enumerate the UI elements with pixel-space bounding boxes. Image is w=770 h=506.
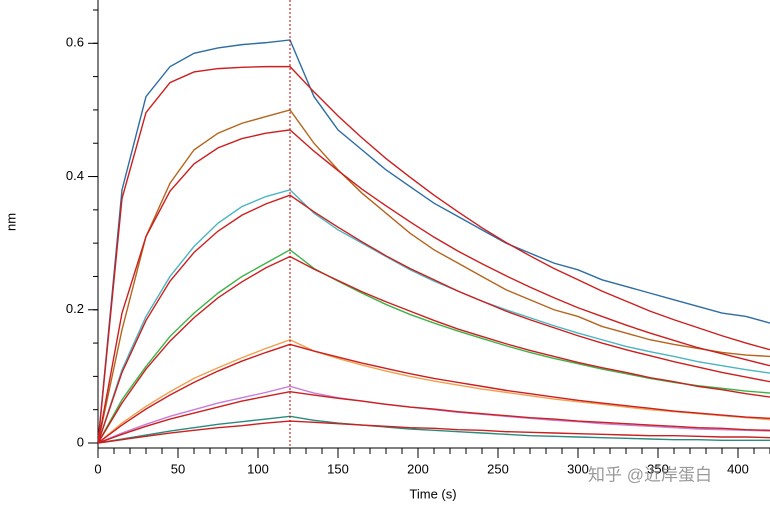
x-tick-label: 250 — [487, 461, 509, 476]
line — [98, 39, 770, 444]
line — [98, 343, 770, 444]
plot-area — [98, 39, 770, 444]
line — [98, 189, 770, 444]
line — [98, 338, 770, 444]
line — [98, 194, 770, 444]
line — [98, 129, 770, 444]
y-tick-label: 0 — [77, 434, 84, 449]
y-tick-label: 0.6 — [66, 35, 84, 50]
x-tick-label: 150 — [327, 461, 349, 476]
x-axis-label: Time (s) — [409, 486, 456, 501]
x-tick-label: 350 — [647, 461, 669, 476]
watermark: 知乎 @近岸蛋白 — [588, 465, 712, 484]
x-tick-label: 200 — [407, 461, 429, 476]
line — [98, 385, 770, 444]
y-tick-label: 0.4 — [66, 168, 84, 183]
x-tick-label: 100 — [247, 461, 269, 476]
y-axis-label: nm — [3, 213, 18, 231]
x-tick-label: 400 — [727, 461, 749, 476]
x-tick-label: 50 — [171, 461, 185, 476]
line — [98, 390, 770, 444]
line — [98, 420, 770, 444]
line — [98, 109, 770, 444]
y-tick-label: 0.2 — [66, 301, 84, 316]
line — [98, 65, 770, 444]
line — [98, 415, 770, 444]
line — [98, 255, 770, 444]
x-tick-label: 300 — [567, 461, 589, 476]
line — [98, 248, 770, 444]
x-tick-label: 0 — [94, 461, 101, 476]
